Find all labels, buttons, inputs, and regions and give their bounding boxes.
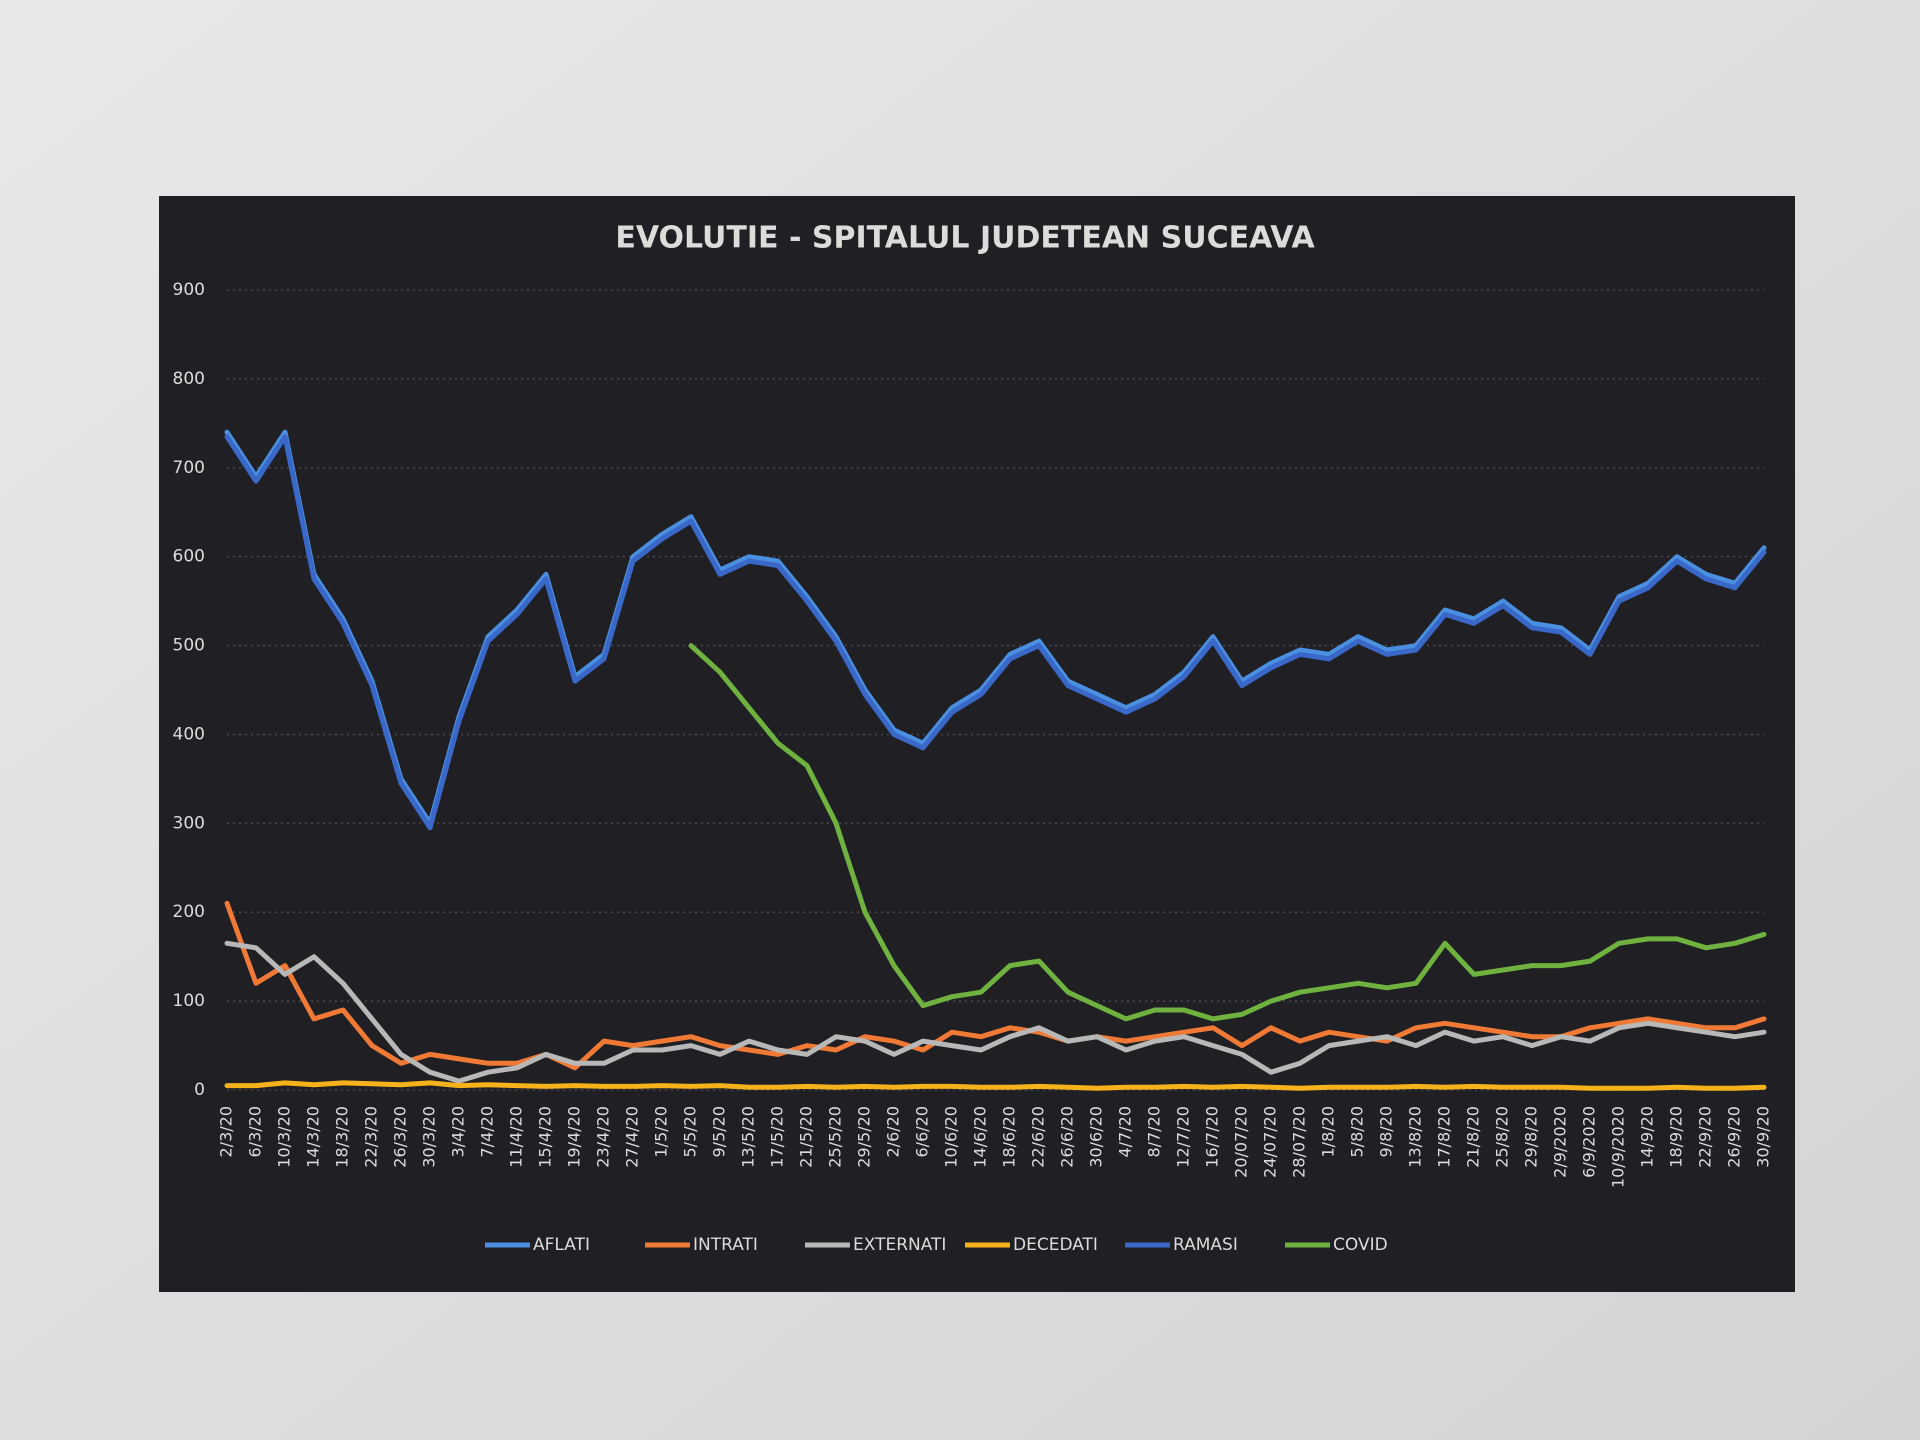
- x-tick-label: 4/7/20: [1116, 1106, 1135, 1158]
- legend-label: DECEDATI: [1013, 1235, 1098, 1255]
- legend-label: RAMASI: [1173, 1235, 1238, 1255]
- x-tick-label: 25/5/20: [826, 1106, 845, 1168]
- x-tick-label: 30/3/20: [420, 1106, 439, 1168]
- x-tick-label: 24/07/20: [1261, 1106, 1280, 1178]
- legend-label: INTRATI: [693, 1235, 758, 1255]
- x-tick-label: 30/9/20: [1754, 1106, 1773, 1168]
- series-line: [224, 900, 1767, 1071]
- x-tick-label: 25/8/20: [1493, 1106, 1512, 1168]
- x-tick-label: 10/3/20: [275, 1106, 294, 1168]
- x-tick-label: 18/3/20: [333, 1106, 352, 1168]
- x-tick-label: 2/6/20: [884, 1106, 903, 1158]
- series-line: [224, 940, 1767, 1084]
- y-tick-label: 100: [173, 991, 205, 1011]
- x-tick-label: 14/3/20: [304, 1106, 323, 1168]
- y-tick-label: 200: [173, 902, 205, 922]
- y-tick-label: 800: [173, 369, 205, 389]
- x-tick-label: 8/7/20: [1145, 1106, 1164, 1158]
- x-tick-label: 21/8/20: [1464, 1106, 1483, 1168]
- x-tick-label: 7/4/20: [478, 1106, 497, 1158]
- x-tick-label: 22/3/20: [362, 1106, 381, 1168]
- y-tick-label: 0: [194, 1080, 205, 1100]
- x-tick-label: 27/4/20: [623, 1106, 642, 1168]
- legend-label: COVID: [1333, 1235, 1388, 1255]
- x-tick-label: 22/9/20: [1696, 1106, 1715, 1168]
- x-tick-label: 6/3/20: [246, 1106, 265, 1158]
- x-tick-label: 14/6/20: [971, 1106, 990, 1168]
- x-tick-label: 26/3/20: [391, 1106, 410, 1168]
- x-tick-label: 18/9/20: [1667, 1106, 1686, 1168]
- x-tick-label: 6/6/20: [913, 1106, 932, 1158]
- x-tick-label: 15/4/20: [536, 1106, 555, 1168]
- x-tick-label: 11/4/20: [507, 1106, 526, 1168]
- y-tick-label: 600: [173, 547, 205, 567]
- y-tick-label: 300: [173, 813, 205, 833]
- legend-label: EXTERNATI: [853, 1235, 946, 1255]
- x-tick-label: 1/8/20: [1319, 1106, 1338, 1158]
- series-line: [224, 434, 1767, 831]
- x-tick-label: 5/5/20: [681, 1106, 700, 1158]
- x-tick-label: 6/9/2020: [1580, 1106, 1599, 1178]
- legend-label: AFLATI: [533, 1235, 590, 1255]
- x-tick-label: 30/6/20: [1087, 1106, 1106, 1168]
- x-tick-label: 29/5/20: [855, 1106, 874, 1168]
- x-tick-label: 13/8/20: [1406, 1106, 1425, 1168]
- x-tick-label: 10/9/2020: [1609, 1106, 1628, 1188]
- x-tick-label: 10/6/20: [942, 1106, 961, 1168]
- x-tick-label: 2/3/20: [217, 1106, 236, 1158]
- series-line: [224, 1080, 1767, 1091]
- chart-title: EVOLUTIE - SPITALUL JUDETEAN SUCEAVA: [615, 221, 1315, 256]
- x-tick-label: 3/4/20: [449, 1106, 468, 1158]
- x-tick-label: 13/5/20: [739, 1106, 758, 1168]
- x-tick-label: 2/9/2020: [1551, 1106, 1570, 1178]
- x-tick-label: 14/9/20: [1638, 1106, 1657, 1168]
- x-tick-label: 17/5/20: [768, 1106, 787, 1168]
- y-tick-label: 500: [173, 636, 205, 656]
- y-tick-label: 700: [173, 458, 205, 478]
- x-tick-label: 28/07/20: [1290, 1106, 1309, 1178]
- x-tick-label: 21/5/20: [797, 1106, 816, 1168]
- x-tick-label: 26/6/20: [1058, 1106, 1077, 1168]
- y-tick-label: 400: [173, 724, 205, 744]
- x-tick-label: 18/6/20: [1000, 1106, 1019, 1168]
- x-tick-label: 12/7/20: [1174, 1106, 1193, 1168]
- y-tick-label: 900: [173, 280, 205, 300]
- x-tick-label: 20/07/20: [1232, 1106, 1251, 1178]
- x-tick-label: 5/8/20: [1348, 1106, 1367, 1158]
- series-line: [688, 643, 1767, 1022]
- x-tick-label: 1/5/20: [652, 1106, 671, 1158]
- x-tick-label: 16/7/20: [1203, 1106, 1222, 1168]
- x-tick-label: 9/8/20: [1377, 1106, 1396, 1158]
- x-tick-label: 29/8/20: [1522, 1106, 1541, 1168]
- x-tick-label: 22/6/20: [1029, 1106, 1048, 1168]
- x-tick-label: 17/8/20: [1435, 1106, 1454, 1168]
- x-tick-label: 23/4/20: [594, 1106, 613, 1168]
- x-tick-label: 9/5/20: [710, 1106, 729, 1158]
- x-tick-label: 26/9/20: [1725, 1106, 1744, 1168]
- x-tick-label: 19/4/20: [565, 1106, 584, 1168]
